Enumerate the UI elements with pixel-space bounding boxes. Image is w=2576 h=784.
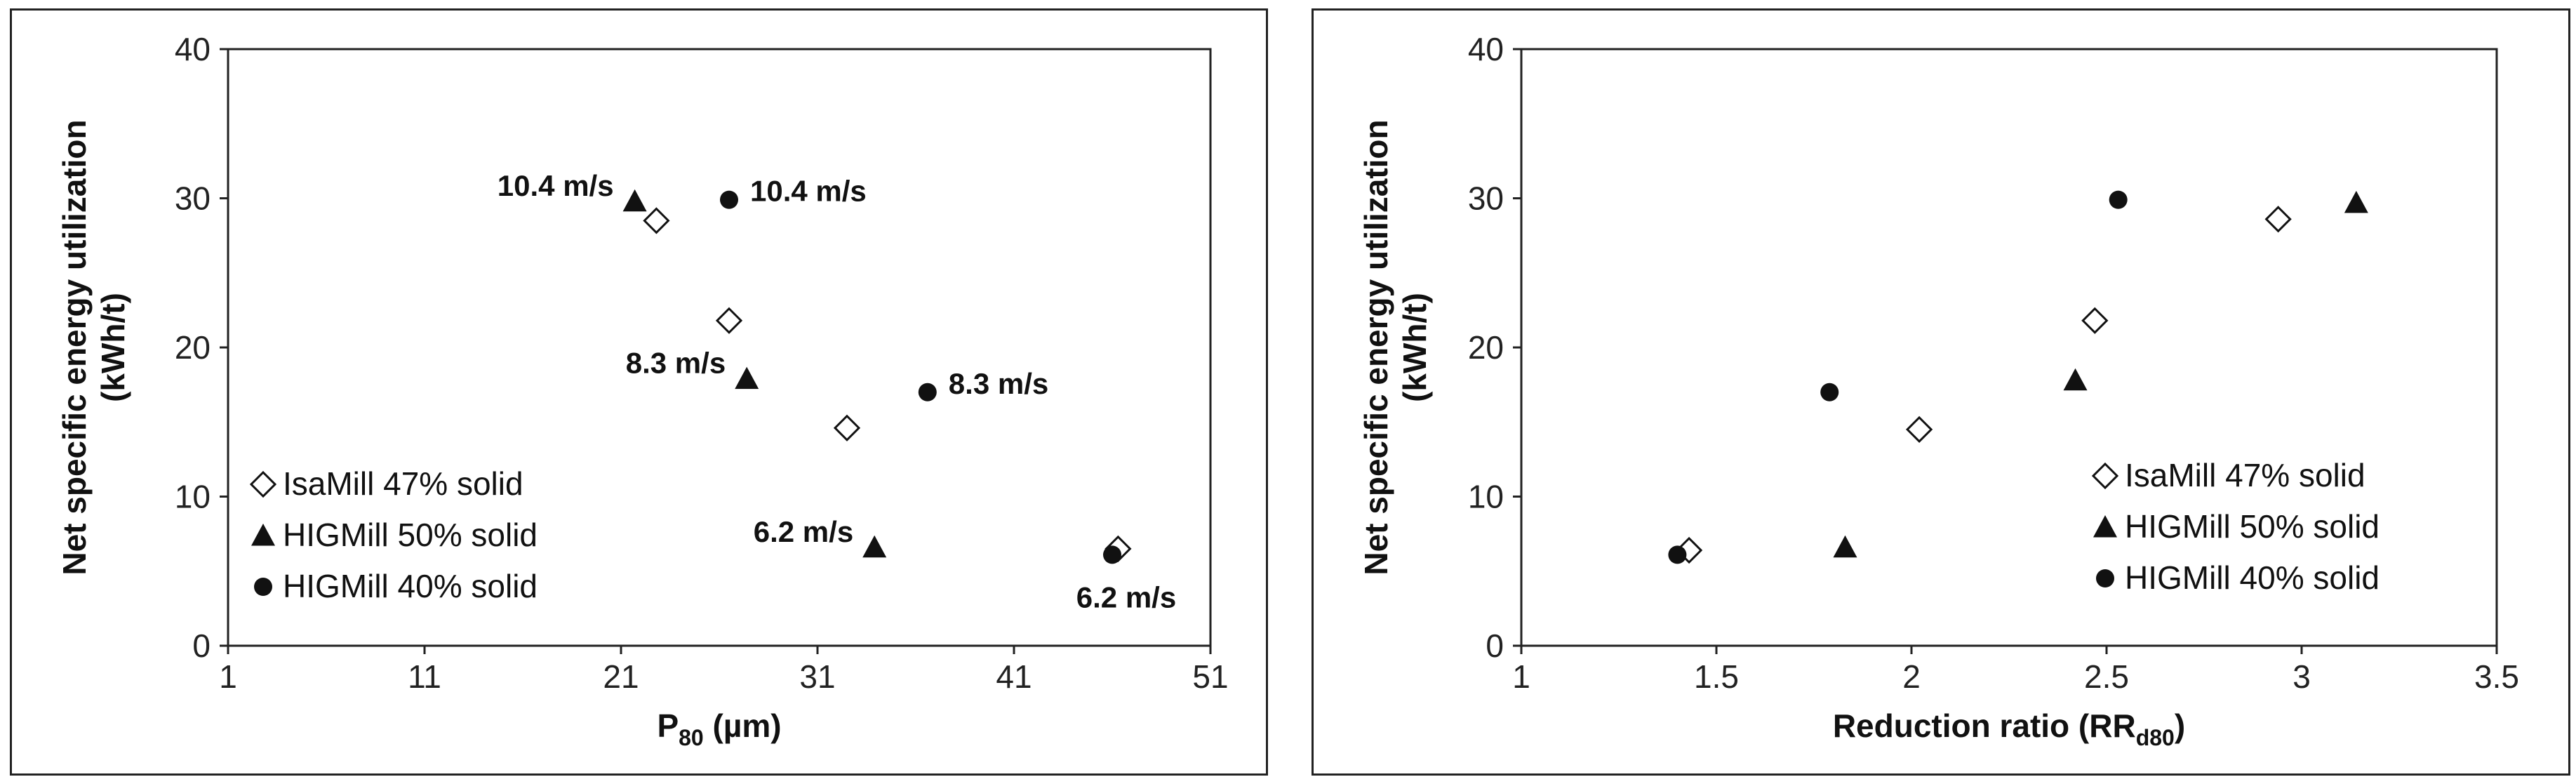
x-tick-label: 1.5 [1694, 658, 1739, 695]
data-point [715, 307, 743, 334]
data-point [2344, 190, 2368, 213]
data-point [622, 189, 647, 212]
chart-panel-left: 1 11 21 31 41 51 0 10 20 30 40 P80 (µm) Net specific… [0, 0, 1274, 784]
data-point [1833, 535, 1857, 558]
series-diamond-open [643, 207, 1132, 562]
legend-label: HIGMill 40% solid [2125, 559, 2380, 596]
chart-frame-right [1312, 8, 2570, 776]
legend-label: IsaMill 47% solid [283, 465, 523, 502]
data-point [2081, 307, 2109, 334]
x-tick-label: 3 [2293, 658, 2311, 695]
data-point [862, 535, 887, 558]
y-tick-label: 0 [1486, 627, 1504, 664]
x-tick-label: 1 [219, 658, 237, 695]
series-diamond-open [1675, 206, 2292, 564]
data-point [1668, 545, 1687, 564]
legend-right: IsaMill 47% solid HIGMill 50% solid HIGMil… [2091, 457, 2380, 596]
series-triangle [622, 189, 887, 558]
data-point [2063, 368, 2088, 391]
speed-annotation: 6.2 m/s [754, 515, 853, 548]
x-tick-label: 11 [408, 658, 441, 695]
y-tick-label: 0 [192, 627, 211, 664]
y-axis-title: Net specific energy utilization [1358, 119, 1394, 575]
data-point [1905, 416, 1933, 443]
speed-annotation: 10.4 m/s [498, 169, 614, 202]
series-circle [720, 190, 1121, 564]
legend-label: HIGMill 50% solid [2125, 508, 2380, 545]
speed-annotation: 10.4 m/s [750, 175, 867, 208]
x-tick-label: 2 [1902, 658, 1921, 695]
legend-label: HIGMill 40% solid [283, 568, 538, 604]
legend-marker [254, 578, 272, 596]
speed-annotation: 8.3 m/s [949, 367, 1048, 400]
plot-area-right [1520, 48, 2498, 647]
y-tick-label: 10 [175, 479, 211, 515]
data-point [2264, 206, 2292, 233]
y-tick-label: 30 [175, 180, 211, 217]
data-point [720, 190, 738, 209]
chart-panel-right: 1 1.5 2 2.5 3 3.5 0 10 20 30 40 Reduction ratio (RR… [1302, 0, 2576, 784]
data-point [833, 414, 861, 441]
x-tick-label: 41 [996, 658, 1032, 695]
series-triangle [1833, 190, 2368, 558]
speed-annotation: 8.3 m/s [626, 347, 726, 380]
x-tick-label: 1 [1512, 658, 1530, 695]
data-point [2109, 190, 2128, 209]
x-axis-title: P80 (µm) [657, 707, 781, 750]
y-tick-label: 40 [175, 31, 211, 67]
legend-left: IsaMill 47% solid HIGMill 50% solid HIGMil… [249, 465, 538, 604]
x-axis-title: Reduction ratio (RRd80) [1833, 707, 2185, 750]
legend-marker [251, 524, 275, 546]
data-point [918, 383, 937, 401]
chart-frame-left [10, 8, 1268, 776]
y-tick-label: 40 [1468, 31, 1504, 67]
x-tick-label: 31 [799, 658, 835, 695]
series-circle [1668, 190, 2128, 564]
data-point [643, 207, 670, 234]
x-tick-label: 21 [603, 658, 639, 695]
x-tick-label: 2.5 [2084, 658, 2129, 695]
x-tick-label: 51 [1192, 658, 1228, 695]
legend-label: HIGMill 50% solid [283, 517, 538, 553]
y-axis-unit: (kWh/t) [1396, 293, 1433, 402]
y-tick-label: 30 [1468, 180, 1504, 217]
legend-marker [2096, 569, 2114, 587]
y-tick-label: 10 [1468, 479, 1504, 515]
y-tick-label: 20 [1468, 329, 1504, 366]
legend-marker [2093, 515, 2117, 538]
speed-annotation: 6.2 m/s [1076, 580, 1176, 613]
chart-right: 1 1.5 2 2.5 3 3.5 0 10 20 30 40 Reduction ratio (RR… [1358, 31, 2519, 750]
x-tick-label: 3.5 [2474, 658, 2519, 695]
y-tick-label: 20 [175, 329, 211, 366]
legend-label: IsaMill 47% solid [2125, 457, 2365, 493]
data-point [1820, 383, 1839, 401]
data-point [1103, 545, 1121, 564]
data-point [735, 366, 759, 390]
legend-marker [249, 470, 277, 498]
y-axis-title: Net specific energy utilization [56, 119, 93, 575]
legend-marker [2091, 462, 2119, 490]
y-axis-unit: (kWh/t) [95, 293, 131, 402]
